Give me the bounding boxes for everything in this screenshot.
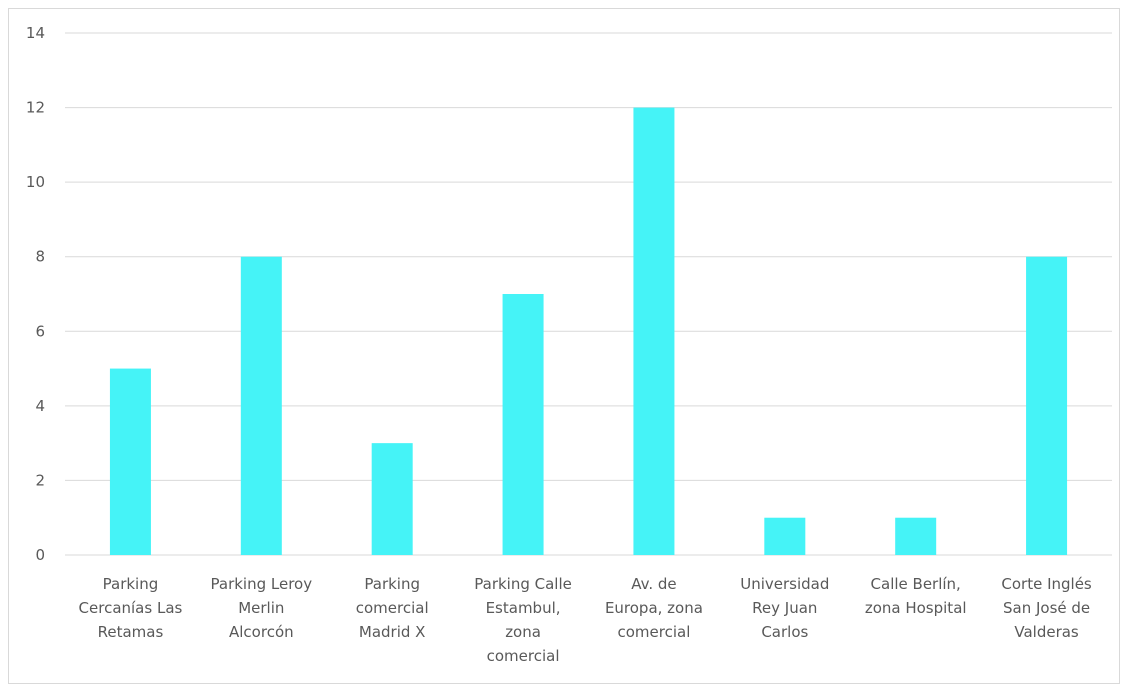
x-tick-label: Parking Cercanías Las Retamas	[79, 575, 183, 641]
y-tick-label: 14	[26, 24, 45, 42]
x-tick-label-line: Calle Berlín,	[871, 575, 961, 593]
chart-frame: 0 2 4 6 8 10 12 14 Parking Cercanías Las Retamas P…	[8, 8, 1120, 684]
x-tick-label-line: Av. de	[631, 575, 676, 593]
x-axis-ticks: Parking Cercanías Las Retamas Parking Leroy…	[79, 575, 1092, 665]
x-tick-label-line: Parking Leroy	[211, 575, 313, 593]
x-tick-label-line: Carlos	[761, 623, 808, 641]
x-tick-label-line: Retamas	[98, 623, 164, 641]
bar	[240, 256, 282, 555]
y-axis-ticks: 0 2 4 6 8 10 12 14	[26, 24, 45, 564]
x-tick-label-line: zona	[505, 623, 541, 641]
x-tick-label: Parking comercial Madrid X	[356, 575, 429, 641]
x-tick-label: Av. de Europa, zona comercial	[605, 575, 703, 641]
bar	[502, 294, 544, 555]
x-tick-label-line: zona Hospital	[865, 599, 967, 617]
y-tick-label: 10	[26, 173, 45, 191]
x-tick-label-line: Parking	[364, 575, 420, 593]
x-tick-label-line: Madrid X	[359, 623, 426, 641]
x-tick-label-line: Universidad	[740, 575, 829, 593]
x-tick-label-line: Cercanías Las	[79, 599, 183, 617]
x-tick-label-line: Parking Calle	[474, 575, 572, 593]
x-tick-label: Universidad Rey Juan Carlos	[740, 575, 829, 641]
x-tick-label: Calle Berlín, zona Hospital	[865, 575, 967, 617]
x-tick-label-line: Rey Juan	[752, 599, 817, 617]
bar	[371, 443, 413, 555]
x-tick-label-line: comercial	[617, 623, 690, 641]
x-tick-label: Parking Leroy Merlin Alcorcón	[211, 575, 313, 641]
x-tick-label-line: Merlin	[238, 599, 284, 617]
x-tick-label-line: Estambul,	[486, 599, 561, 617]
x-tick-label-line: Corte Inglés	[1001, 575, 1092, 593]
x-tick-label-line: Parking	[103, 575, 159, 593]
bar	[109, 368, 151, 555]
bar	[764, 517, 806, 555]
y-tick-label: 6	[35, 322, 45, 340]
x-tick-label-line: comercial	[356, 599, 429, 617]
x-tick-label-line: San José de	[1003, 599, 1090, 617]
bars	[109, 107, 1068, 556]
x-tick-label-line: Alcorcón	[229, 623, 294, 641]
x-tick-label: Corte Inglés San José de Valderas	[1001, 575, 1092, 641]
bar	[895, 517, 937, 555]
y-tick-label: 0	[35, 546, 45, 564]
y-tick-label: 2	[35, 471, 45, 489]
y-tick-label: 4	[35, 397, 45, 415]
x-tick-label-line: Valderas	[1014, 623, 1079, 641]
bar	[633, 107, 675, 556]
x-tick-label-line: Europa, zona	[605, 599, 703, 617]
bar	[1026, 256, 1068, 555]
gridlines	[65, 32, 1112, 556]
x-tick-label-line: comercial	[487, 647, 560, 665]
x-tick-label: Parking Calle Estambul, zona comercial	[474, 575, 572, 665]
y-tick-label: 8	[35, 248, 45, 266]
y-tick-label: 12	[26, 99, 45, 117]
